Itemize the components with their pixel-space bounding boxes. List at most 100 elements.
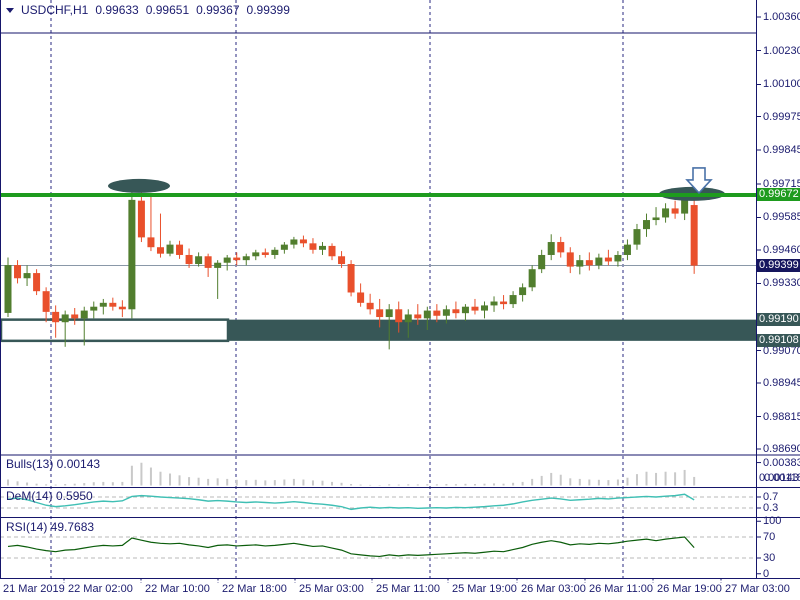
bear-candle xyxy=(471,306,479,311)
bear-candle xyxy=(328,245,336,257)
bull-candle xyxy=(652,217,660,221)
price-tick-label: 1.00100 xyxy=(763,78,800,91)
bear-candle xyxy=(585,260,593,266)
bull-candle xyxy=(385,309,393,318)
panel-borders xyxy=(0,0,800,580)
bull-candle xyxy=(423,310,431,319)
price-tick-label: 0.99845 xyxy=(763,144,800,157)
bear-candle xyxy=(671,208,679,214)
bear-candle xyxy=(395,309,403,323)
bull-candle xyxy=(633,229,641,245)
bear-candle xyxy=(156,247,164,254)
price-tick-label: 1.00230 xyxy=(763,44,800,57)
rsi-line xyxy=(0,536,756,559)
bear-candle xyxy=(376,309,384,318)
bear-candle xyxy=(261,252,269,255)
ohlc-close: 0.99399 xyxy=(246,3,290,17)
down-arrow-annotation[interactable] xyxy=(685,167,713,195)
time-axis-label: 26 Mar 03:00 xyxy=(521,583,586,595)
bear-candle xyxy=(185,254,193,265)
bear-candle xyxy=(42,291,50,312)
rsi-axis-tick: 30 xyxy=(763,552,776,564)
bear-candle xyxy=(176,244,184,255)
bulls-axis-tick: 0.00118 xyxy=(764,472,800,485)
ellipse-left-annotation[interactable] xyxy=(108,178,170,193)
bull-candle xyxy=(528,269,536,288)
chart-objects-above[interactable] xyxy=(0,167,756,201)
bear-candle xyxy=(347,264,355,293)
ohlc-low: 0.99367 xyxy=(196,3,240,17)
dem-indicator-label: DeM(14) 0.5950 xyxy=(6,489,93,503)
time-axis-label: 26 Mar 19:00 xyxy=(657,583,722,595)
bear-candle xyxy=(233,257,241,261)
bull-candle xyxy=(166,244,174,254)
price-badge: 0.99672 xyxy=(757,188,800,202)
bull-candle xyxy=(128,199,136,310)
rsi-axis-tick: 0 xyxy=(763,567,770,580)
price-badge: 0.99108 xyxy=(757,334,800,348)
bear-candle xyxy=(604,257,612,262)
bull-candle xyxy=(271,249,279,255)
bulls-axis-tick: 0.00383 xyxy=(763,456,800,469)
bull-candle xyxy=(4,265,12,313)
bear-candle xyxy=(137,200,145,238)
price-tick-label: 0.98945 xyxy=(763,377,800,389)
bull-candle xyxy=(662,208,670,218)
bull-candle xyxy=(280,244,288,250)
bear-candle xyxy=(500,301,508,305)
price-tick-label: 1.00360 xyxy=(763,11,800,23)
rsi-axis-tick: 70 xyxy=(763,531,776,543)
bear-candle xyxy=(557,242,565,253)
bull-candle xyxy=(23,273,31,279)
time-axis-label: 26 Mar 11:00 xyxy=(589,583,654,595)
rsi-indicator-label: RSI(14) 49.7683 xyxy=(6,520,95,534)
bear-candle xyxy=(118,306,126,310)
dem-axis-tick: 0.7 xyxy=(763,491,779,503)
price-tick-label: 0.99070 xyxy=(763,344,800,357)
time-axis-label: 22 Mar 18:00 xyxy=(222,583,287,595)
bull-candle xyxy=(547,242,555,255)
support-rectangle-filled[interactable] xyxy=(228,319,756,341)
bull-candle xyxy=(519,287,527,296)
bull-candle xyxy=(643,220,651,230)
price-tick-label: 0.99585 xyxy=(763,211,800,224)
bull-candle xyxy=(80,310,88,319)
bull-candle xyxy=(223,257,231,263)
axis-tick-marks xyxy=(63,16,761,583)
support-rectangle-outlined[interactable] xyxy=(0,318,230,343)
time-axis-label: 25 Mar 19:00 xyxy=(452,583,517,595)
ohlc-high: 0.99651 xyxy=(145,3,190,17)
bull-candle xyxy=(214,262,222,268)
bear-candle xyxy=(690,205,698,266)
price-tick-label: 0.98690 xyxy=(763,442,800,455)
bull-candle xyxy=(90,306,98,311)
bull-candle xyxy=(461,306,469,314)
candlestick-series xyxy=(4,183,698,350)
bear-candle xyxy=(338,256,346,265)
price-badge: 0.99190 xyxy=(757,313,800,327)
price-tick-label: 0.99715 xyxy=(763,177,800,190)
bear-candle xyxy=(357,292,365,303)
bear-candle xyxy=(52,311,60,323)
bear-candle xyxy=(33,273,41,292)
bulls-indicator-label: Bulls(13) 0.00143 xyxy=(6,457,101,471)
bear-candle xyxy=(366,302,374,310)
bull-candle xyxy=(576,260,584,267)
time-axis-label: 25 Mar 03:00 xyxy=(299,583,364,595)
bull-candle xyxy=(242,256,250,261)
bear-candle xyxy=(309,243,317,250)
bear-candle xyxy=(414,314,422,319)
bull-candle xyxy=(318,245,326,250)
bear-candle xyxy=(14,265,22,279)
bull-candle xyxy=(538,254,546,270)
bull-candle xyxy=(681,200,689,214)
bear-candle xyxy=(566,252,574,267)
price-tick-label: 0.99330 xyxy=(763,277,800,290)
time-axis-label: 21 Mar 2019 xyxy=(3,583,65,595)
price-tick-label: 0.99975 xyxy=(763,110,800,123)
symbol-menu-arrow-icon[interactable] xyxy=(6,7,14,13)
bull-candle xyxy=(481,305,488,311)
bear-candle xyxy=(452,309,460,314)
